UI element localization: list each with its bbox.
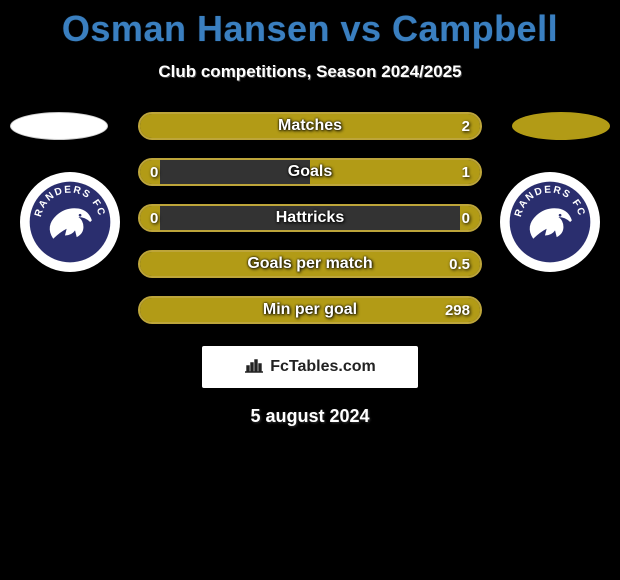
stat-label: Goals per match (140, 252, 480, 276)
randers-fc-icon: RANDERS FC (508, 180, 592, 264)
subtitle: Club competitions, Season 2024/2025 (0, 62, 620, 82)
stat-bar: 2Matches (138, 112, 482, 140)
branding-text: FcTables.com (270, 358, 376, 376)
club-crest-right: RANDERS FC (500, 172, 600, 272)
stats-bars: 2Matches 01Goals 00Hattricks 0.5Goals per m… (138, 112, 482, 324)
stat-label: Hattricks (140, 206, 480, 230)
comparison-area: RANDERS FC RANDERS FC 2Matches 01Goals 00H… (0, 112, 620, 324)
club-crest-left: RANDERS FC (20, 172, 120, 272)
stat-label: Matches (140, 114, 480, 138)
date-text: 5 august 2024 (0, 406, 620, 427)
page-title: Osman Hansen vs Campbell (0, 8, 620, 50)
branding-badge: FcTables.com (202, 346, 418, 388)
stat-bar: 01Goals (138, 158, 482, 186)
randers-fc-icon: RANDERS FC (28, 180, 112, 264)
player-marker-left (10, 112, 108, 140)
stat-bar: 0.5Goals per match (138, 250, 482, 278)
stat-bar: 298Min per goal (138, 296, 482, 324)
stat-label: Goals (140, 160, 480, 184)
player-marker-right (512, 112, 610, 140)
stat-bar: 00Hattricks (138, 204, 482, 232)
stat-label: Min per goal (140, 298, 480, 322)
chart-icon (244, 357, 264, 378)
